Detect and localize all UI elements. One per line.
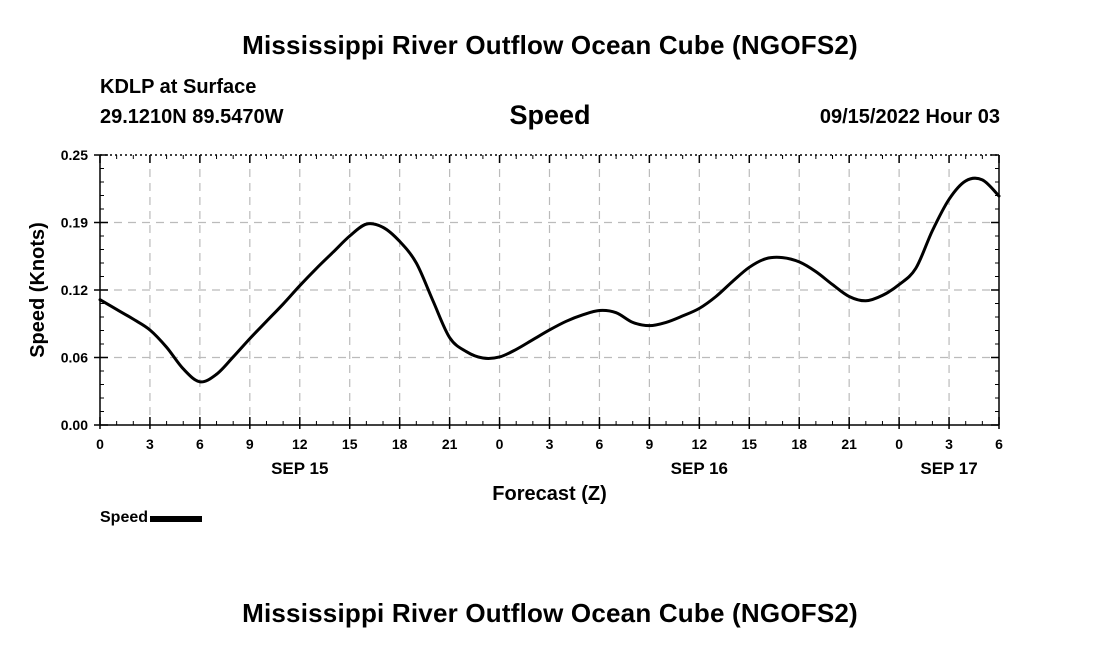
- x-tick-label: 18: [791, 436, 807, 452]
- chart-subtitle: Speed: [509, 100, 591, 130]
- series-line-speed: [98, 176, 1001, 384]
- x-tick-label: 12: [292, 436, 308, 452]
- legend-line-swatch: [150, 516, 203, 522]
- x-tick-label: 0: [96, 436, 104, 452]
- legend: Speed: [100, 509, 203, 527]
- x-tick-label: 3: [546, 436, 554, 452]
- y-tick-label: 0.00: [61, 417, 88, 433]
- station-coordinates: 29.1210N 89.5470W: [100, 106, 284, 128]
- chart-footer-title: Mississippi River Outflow Ocean Cube (NG…: [242, 598, 858, 628]
- y-tick-label: 0.06: [61, 350, 88, 366]
- chart-main-title: Mississippi River Outflow Ocean Cube (NG…: [242, 30, 858, 60]
- x-tick-label: 9: [246, 436, 254, 452]
- x-tick-label: 21: [442, 436, 458, 452]
- legend-label: Speed: [100, 509, 149, 526]
- x-tick-label: 15: [342, 436, 358, 452]
- forecast-timestamp: 09/15/2022 Hour 03: [819, 106, 1000, 128]
- x-axis-title: Forecast (Z): [492, 483, 606, 505]
- x-tick-label: 3: [146, 436, 154, 452]
- x-tick-label: 15: [741, 436, 757, 452]
- x-tick-label: 18: [392, 436, 408, 452]
- station-name: KDLP at Surface: [100, 76, 257, 98]
- x-tick-label: 3: [945, 436, 953, 452]
- y-tick-label: 0.25: [61, 147, 88, 163]
- x-tick-label: 9: [645, 436, 653, 452]
- x-tick-label: 12: [692, 436, 708, 452]
- x-tick-label: 6: [995, 436, 1003, 452]
- x-tick-label: 6: [196, 436, 204, 452]
- x-tick-label: 0: [496, 436, 504, 452]
- x-tick-label: 21: [841, 436, 857, 452]
- x-date-label: SEP 16: [671, 459, 728, 478]
- y-axis-title: Speed (Knots): [27, 222, 49, 358]
- y-tick-label: 0.19: [61, 215, 88, 231]
- y-tick-label: 0.12: [61, 282, 88, 298]
- x-date-label: SEP 15: [271, 459, 328, 478]
- x-tick-label: 0: [895, 436, 903, 452]
- x-date-label: SEP 17: [920, 459, 977, 478]
- x-tick-label: 6: [596, 436, 604, 452]
